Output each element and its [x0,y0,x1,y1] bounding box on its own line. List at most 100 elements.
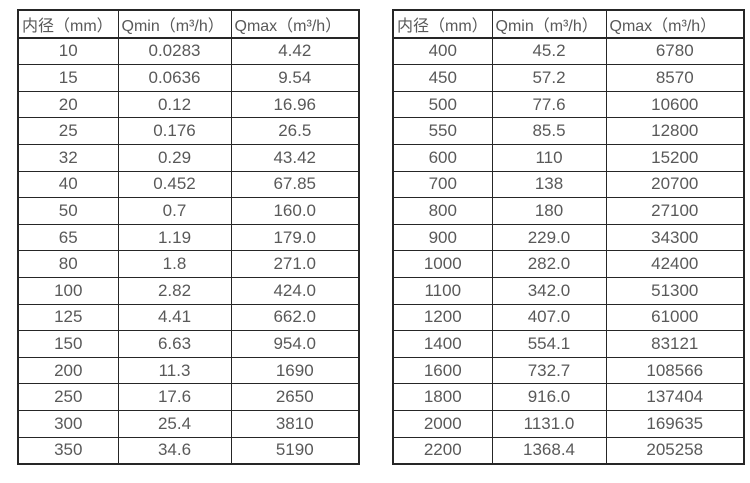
table-cell: 160.0 [230,197,360,225]
table-cell: 205258 [605,436,745,465]
table-cell: 138 [491,170,607,199]
table-cell: 400 [392,37,493,66]
table-cell: 250 [17,383,119,411]
table-row: 1200 407.0 61000 [392,303,745,332]
table-row: 250 17.6 2650 [17,383,360,411]
table-row: 2200 1368.4 205258 [392,436,745,465]
table-cell: 0.176 [117,117,232,145]
table-row: 450 57.2 8570 [392,64,745,92]
table-cell: 150 [17,330,119,358]
table-row: 900 229.0 34300 [392,223,745,252]
table-row: 700 138 20700 [392,170,745,199]
table-cell: 83121 [605,330,745,358]
table-row: 1000 282.0 42400 [392,250,745,278]
table-row: 350 34.6 5190 [17,436,360,465]
table-row: 15 0.0636 9.54 [17,64,360,92]
table-cell: 450 [392,64,493,92]
table-cell: 271.0 [230,250,360,278]
table-cell: 6.63 [117,330,232,358]
table-row: 32 0.29 43.42 [17,143,360,172]
table-cell: 0.29 [117,143,232,172]
table-cell: 61000 [605,303,745,332]
table-cell: 1100 [392,276,493,305]
table-cell: 77.6 [491,90,607,119]
table-cell: 20 [17,90,119,119]
table-cell: 954.0 [230,330,360,358]
table-cell: 600 [392,143,493,172]
table-row: 20 0.12 16.96 [17,90,360,119]
table-cell: 1131.0 [491,409,607,438]
table-row: 40 0.452 67.85 [17,170,360,199]
table-cell: 700 [392,170,493,199]
table-cell: 11.3 [117,356,232,385]
table-cell: 200 [17,356,119,385]
table-cell: 732.7 [491,356,607,385]
table-cell: 5190 [230,436,360,465]
table-cell: 67.85 [230,170,360,199]
table-cell: 25.4 [117,409,232,438]
table-row: 800 180 27100 [392,197,745,225]
table-cell: 916.0 [491,383,607,411]
table-cell: 1400 [392,330,493,358]
column-header: Qmax（m³/h） [230,9,360,39]
table-row: 65 1.19 179.0 [17,223,360,252]
table-cell: 1000 [392,250,493,278]
table-cell: 1800 [392,383,493,411]
table-cell: 50 [17,197,119,225]
table-row: 80 1.8 271.0 [17,250,360,278]
table-row: 550 85.5 12800 [392,117,745,145]
table-cell: 20700 [605,170,745,199]
table-cell: 100 [17,276,119,305]
table-row: 600 110 15200 [392,143,745,172]
table-cell: 282.0 [491,250,607,278]
table-cell: 80 [17,250,119,278]
table-row: 25 0.176 26.5 [17,117,360,145]
table-cell: 900 [392,223,493,252]
table-cell: 25 [17,117,119,145]
table-cell: 0.0283 [117,37,232,66]
table-cell: 32 [17,143,119,172]
table-cell: 179.0 [230,223,360,252]
table-cell: 1600 [392,356,493,385]
table-cell: 10 [17,37,119,66]
table-cell: 40 [17,170,119,199]
column-header: Qmax（m³/h） [605,9,745,39]
flow-table-small-diameters: 内径（mm） Qmin（m³/h） Qmax（m³/h） 10 0.0283 4.42 1… [17,9,360,466]
table-cell: 342.0 [491,276,607,305]
table-cell: 10600 [605,90,745,119]
table-cell: 2200 [392,436,493,465]
table-cell: 15 [17,64,119,92]
table-row: 100 2.82 424.0 [17,276,360,305]
table-cell: 57.2 [491,64,607,92]
table-cell: 1690 [230,356,360,385]
table-row: 300 25.4 3810 [17,409,360,438]
table-cell: 350 [17,436,119,465]
table-cell: 800 [392,197,493,225]
table-cell: 65 [17,223,119,252]
column-header: Qmin（m³/h） [491,9,607,39]
column-header: 内径（mm） [17,9,119,39]
table-cell: 3810 [230,409,360,438]
table-row: 150 6.63 954.0 [17,330,360,358]
table-row: 500 77.6 10600 [392,90,745,119]
table-cell: 17.6 [117,383,232,411]
table-cell: 407.0 [491,303,607,332]
table-cell: 45.2 [491,37,607,66]
table-row: 1600 732.7 108566 [392,356,745,385]
table-cell: 0.12 [117,90,232,119]
table-cell: 0.0636 [117,64,232,92]
table-cell: 16.96 [230,90,360,119]
table-row: 50 0.7 160.0 [17,197,360,225]
table-cell: 2.82 [117,276,232,305]
table-row: 1100 342.0 51300 [392,276,745,305]
table-cell: 554.1 [491,330,607,358]
table-cell: 43.42 [230,143,360,172]
table-cell: 15200 [605,143,745,172]
column-header: 内径（mm） [392,9,493,39]
table-cell: 2650 [230,383,360,411]
table-cell: 229.0 [491,223,607,252]
table-cell: 51300 [605,276,745,305]
table-cell: 0.7 [117,197,232,225]
table-cell: 0.452 [117,170,232,199]
table-cell: 8570 [605,64,745,92]
